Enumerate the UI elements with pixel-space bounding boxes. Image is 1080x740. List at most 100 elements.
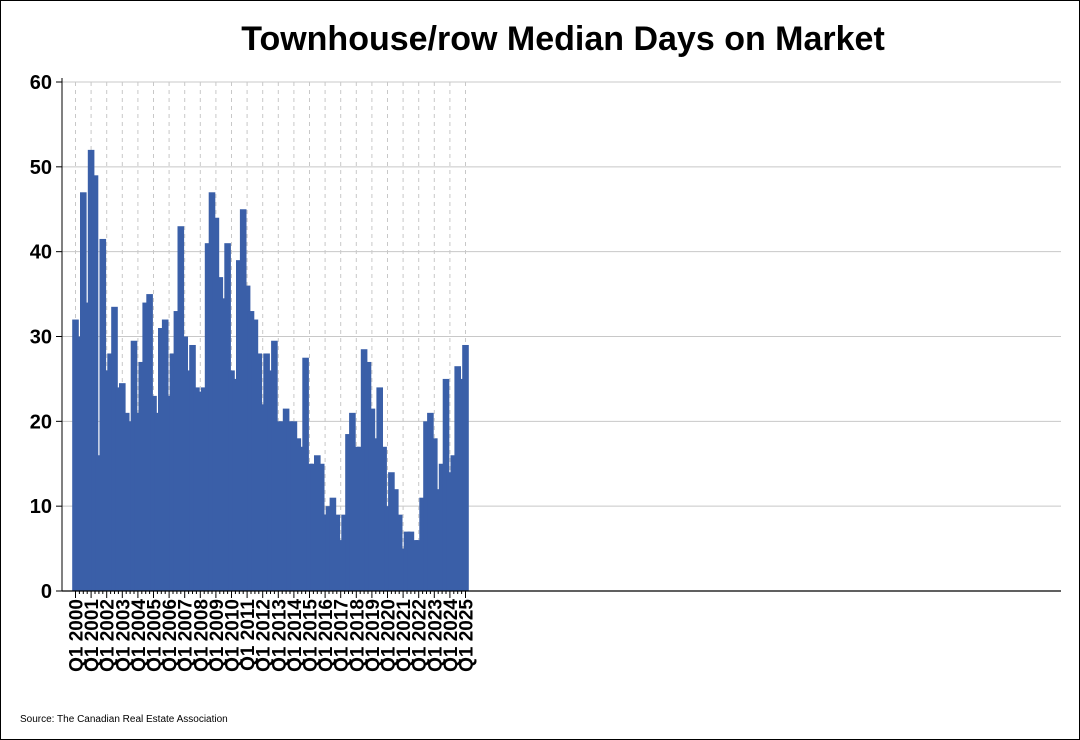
bar xyxy=(212,217,220,591)
bar xyxy=(247,311,255,591)
bar xyxy=(111,306,118,591)
bar xyxy=(392,489,399,591)
bar xyxy=(119,383,126,591)
bar xyxy=(122,412,130,591)
y-tick-label: 20 xyxy=(30,411,52,433)
bar xyxy=(239,209,247,591)
bar xyxy=(189,344,196,591)
bar xyxy=(286,421,294,591)
bar xyxy=(115,387,122,591)
y-tick-label: 60 xyxy=(30,72,52,94)
bar xyxy=(333,514,341,591)
bar xyxy=(259,404,266,591)
bar xyxy=(165,395,173,591)
x-tick-label: Q1 2013 xyxy=(269,599,290,672)
x-tick-label: Q1 2010 xyxy=(223,599,244,672)
bar xyxy=(364,361,372,591)
bar xyxy=(395,514,403,591)
bar xyxy=(450,455,458,591)
bar xyxy=(446,472,454,591)
x-tick-label: Q1 2020 xyxy=(379,599,400,672)
bar xyxy=(302,357,309,591)
bar xyxy=(368,408,376,591)
bar xyxy=(138,361,146,591)
bar xyxy=(271,340,278,591)
bar xyxy=(185,370,192,591)
bar xyxy=(216,277,224,591)
bar xyxy=(372,438,380,591)
bar xyxy=(173,311,181,591)
x-tick-label: Q1 2015 xyxy=(301,599,322,672)
bar xyxy=(232,378,239,591)
bar xyxy=(224,243,231,591)
bar xyxy=(290,421,298,591)
axes xyxy=(56,78,1061,598)
x-tick-label: Q1 2012 xyxy=(254,599,275,672)
bar xyxy=(228,370,235,591)
x-tick-label: Q1 2016 xyxy=(316,599,337,672)
bar xyxy=(95,455,103,591)
x-tick-label: Q1 2021 xyxy=(394,599,415,672)
bar xyxy=(103,370,110,591)
x-tick-label: Q1 2019 xyxy=(363,599,384,672)
bar xyxy=(458,378,465,591)
bar xyxy=(419,497,426,591)
x-tick-label: Q1 2024 xyxy=(441,599,462,672)
y-tick-label: 10 xyxy=(30,496,52,518)
x-tick-label: Q1 2018 xyxy=(347,599,368,672)
bar xyxy=(220,298,227,591)
y-tick-label: 50 xyxy=(30,157,52,179)
bar xyxy=(407,531,415,591)
bar xyxy=(181,336,188,591)
bar xyxy=(80,192,87,592)
bar xyxy=(83,302,91,591)
bar xyxy=(314,455,321,591)
bar xyxy=(169,353,177,591)
bar xyxy=(154,412,161,591)
bar xyxy=(126,421,134,591)
bar xyxy=(403,531,411,591)
bar xyxy=(150,395,157,591)
bar xyxy=(161,319,169,591)
bar xyxy=(384,506,391,591)
bar xyxy=(236,260,243,591)
bar xyxy=(411,540,419,591)
bar xyxy=(87,149,95,591)
bar xyxy=(462,344,469,591)
x-tick-label: Q1 2008 xyxy=(191,599,212,672)
y-axis-tick-labels: 0 10 20 30 40 50 60 xyxy=(30,72,52,603)
x-tick-label: Q1 2001 xyxy=(82,599,103,672)
bar xyxy=(329,497,337,591)
bar xyxy=(325,506,333,591)
x-tick-label: Q1 2006 xyxy=(160,599,181,672)
bar xyxy=(193,387,200,591)
x-tick-label: Q1 2005 xyxy=(145,599,166,672)
bar xyxy=(345,434,352,591)
x-tick-label: Q1 2007 xyxy=(176,599,197,672)
bar xyxy=(275,421,282,591)
bar xyxy=(376,387,383,591)
bar xyxy=(454,366,461,591)
x-tick-label: Q1 2009 xyxy=(207,599,228,672)
bar xyxy=(431,438,438,591)
x-tick-label: Q1 2000 xyxy=(67,599,88,672)
bar xyxy=(204,243,212,591)
bar xyxy=(251,319,259,591)
bar xyxy=(197,391,204,591)
bar xyxy=(360,349,368,591)
x-tick-label: Q1 2014 xyxy=(285,599,306,672)
bar xyxy=(434,489,442,591)
bar xyxy=(349,412,356,591)
x-tick-label: Q1 2017 xyxy=(332,599,353,672)
bar xyxy=(263,353,270,591)
bar xyxy=(442,378,450,591)
bar xyxy=(142,302,149,591)
bar xyxy=(380,446,387,591)
bar xyxy=(282,408,290,591)
y-tick-label: 0 xyxy=(41,581,52,603)
x-tick-label: Q1 2003 xyxy=(113,599,134,672)
bar xyxy=(107,353,114,591)
bar xyxy=(427,412,434,591)
bar xyxy=(243,285,251,591)
